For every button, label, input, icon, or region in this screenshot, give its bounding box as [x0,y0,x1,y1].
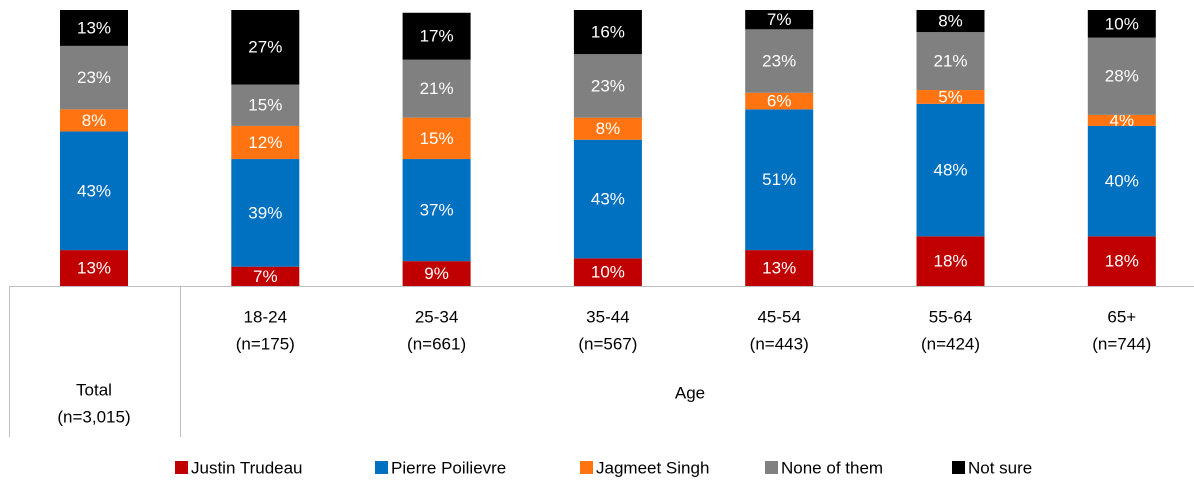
data-label: 15% [420,129,454,148]
bar-segment [60,45,128,110]
bar-segment [1087,37,1156,115]
data-label: 28% [1105,67,1139,86]
data-label: 43% [591,190,625,209]
bar-segment [745,109,814,251]
bar-segment [916,90,985,104]
bar-segment [402,261,471,286]
x-tick-label: 55-64 [929,307,972,326]
bar-segment [402,159,471,262]
x-tick-sublabel: (n=443) [750,334,809,353]
x-tick-sublabel: (n=661) [407,334,466,353]
group-label: Age [675,383,705,402]
bar-segment [745,10,814,30]
bar-segment [231,159,300,267]
bar-segment [1087,125,1156,237]
data-label: 5% [938,87,963,106]
data-label: 21% [933,52,967,71]
bar-segment [231,10,300,85]
legend-swatch [765,461,778,474]
data-label: 51% [762,170,796,189]
data-label: 39% [248,203,282,222]
data-label: 16% [591,23,625,42]
data-label: 8% [938,12,963,31]
bar-segment [1087,10,1156,38]
data-label: 27% [248,38,282,57]
data-label: 17% [420,27,454,46]
data-label: 40% [1105,172,1139,191]
bar-segment [916,236,985,286]
data-label: 15% [248,96,282,115]
data-label: 8% [596,119,621,138]
legend-swatch [175,461,188,474]
bar-segment [60,250,128,286]
data-label: 10% [591,263,625,282]
bar-segment [573,54,642,118]
data-label: 13% [762,259,796,278]
data-label: 12% [248,133,282,152]
x-tick-label: 35-44 [586,307,629,326]
bar-segment [231,125,300,160]
data-label: 13% [77,259,111,278]
legend-swatch [375,461,388,474]
bar-segment [573,10,642,55]
data-label: 48% [933,161,967,180]
data-label: 23% [762,52,796,71]
data-label: 10% [1105,14,1139,33]
data-label: 43% [77,181,111,200]
data-label: 4% [1110,111,1135,130]
data-label: 37% [420,201,454,220]
x-tick-sublabel: (n=175) [236,334,295,353]
bar-segment [916,103,985,237]
bar-segment [916,10,985,33]
bar-segment [1087,114,1156,126]
data-label: 9% [424,264,449,283]
data-label: 23% [591,76,625,95]
x-tick-label: 18-24 [244,307,287,326]
x-tick-sublabel: (n=3,015) [57,407,130,426]
bar-segment [1087,236,1156,286]
bar-segment [60,10,128,46]
x-tick-label: 45-54 [757,307,800,326]
data-label: 13% [77,18,111,37]
x-tick-sublabel: (n=567) [578,334,637,353]
legend-label: Justin Trudeau [191,458,303,477]
legend-swatch [580,461,593,474]
bar-segment [573,139,642,259]
bar-segment [60,131,128,251]
x-tick-label: Total [76,380,112,399]
bar-segment [231,84,300,126]
bar-segment [916,32,985,91]
x-tick-sublabel: (n=744) [1092,334,1151,353]
data-label: 6% [767,92,792,111]
bar-segment [573,117,642,140]
bar-segment [402,59,471,118]
data-label: 7% [767,10,792,29]
x-tick-label: 25-34 [415,307,458,326]
data-label: 8% [82,111,107,130]
bar-segment [573,258,642,286]
data-label: 18% [933,252,967,271]
legend-swatch [952,461,965,474]
legend-label: Jagmeet Singh [596,458,709,477]
data-label: 7% [253,267,278,286]
data-label: 23% [77,68,111,87]
bar-segment [745,29,814,93]
legend-label: Not sure [968,458,1032,477]
legend-label: None of them [781,458,883,477]
bar-segment [745,250,814,286]
data-label: 21% [420,79,454,98]
bar-segment [402,117,471,160]
bar-segment [60,109,128,132]
x-tick-sublabel: (n=424) [921,334,980,353]
x-tick-label: 65+ [1107,307,1136,326]
bar-segment [231,266,300,286]
data-label: 18% [1105,252,1139,271]
legend-label: Pierre Poilievre [391,458,506,477]
bar-segment [745,92,814,110]
bar-segment [402,12,471,60]
